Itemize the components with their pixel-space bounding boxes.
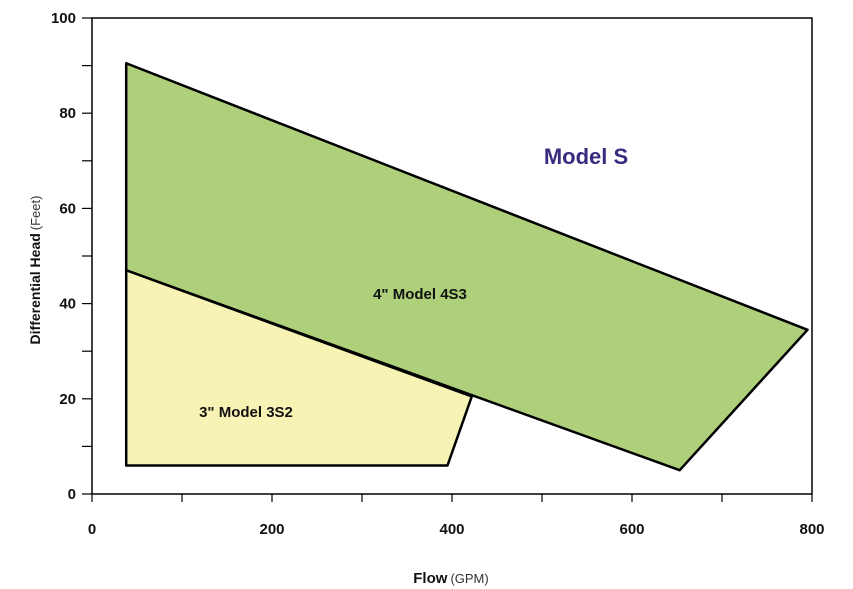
x-axis-label: Flow (GPM) [413,570,488,587]
y-tick-label: 80 [59,105,76,122]
x-tick-label: 0 [88,521,96,538]
y-tick-label: 60 [59,200,76,217]
y-tick-label: 40 [59,296,76,313]
y-tick-label: 20 [59,391,76,408]
x-tick-label: 400 [439,521,464,538]
y-tick-label: 100 [51,10,76,27]
x-tick-label: 800 [799,521,824,538]
y-tick-label: 0 [68,486,76,503]
series-label-3s2: 3" Model 3S2 [199,404,293,421]
y-axis: 0 20 40 60 80 100 [51,10,92,503]
series-label-4s3: 4" Model 4S3 [373,286,467,303]
y-axis-label-unit: (Feet) [28,196,43,231]
x-tick-label: 200 [259,521,284,538]
y-axis-label-main: Differential Head [27,233,43,344]
x-axis-label-unit: (GPM) [450,571,488,586]
x-tick-label: 600 [619,521,644,538]
x-axis-label-main: Flow [413,570,447,587]
y-axis-label: Differential Head (Feet) [27,196,43,345]
x-axis: 0 200 400 600 800 [88,494,825,538]
chart-title: Model S [544,144,628,169]
